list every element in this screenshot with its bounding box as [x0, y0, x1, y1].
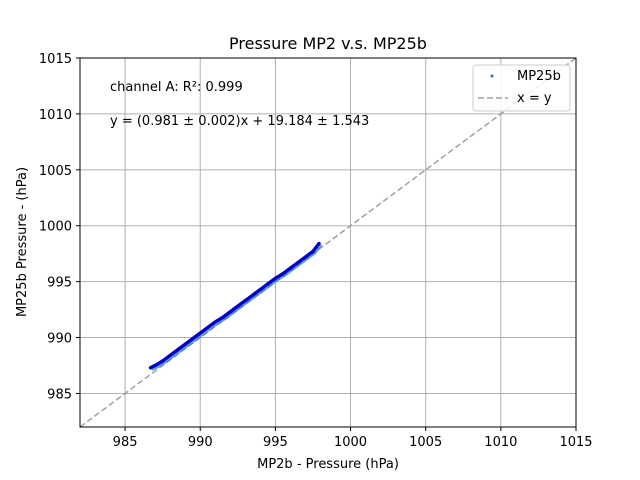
annotation-r2: channel A: R²: 0.999 — [110, 80, 243, 95]
x-tick-label: 1000 — [334, 435, 367, 450]
x-tick-label: 1005 — [409, 435, 442, 450]
scatter-point — [198, 331, 202, 335]
legend-label-mp25b: MP25b — [517, 69, 561, 84]
y-tick-label: 985 — [47, 387, 72, 402]
scatter-point — [317, 242, 321, 246]
y-tick-label: 1005 — [39, 164, 72, 179]
y-tick-label: 1015 — [39, 52, 72, 67]
annotation-fit-equation: y = (0.981 ± 0.002)x + 19.184 ± 1.543 — [110, 114, 369, 129]
scatter-point — [236, 304, 240, 308]
identity-line-group — [79, 57, 577, 428]
x-tick-label: 1010 — [484, 435, 517, 450]
scatter-point — [243, 299, 247, 303]
scatter-band — [148, 241, 321, 370]
legend-box — [472, 64, 571, 112]
y-tick-label: 990 — [47, 332, 72, 347]
scatter-point — [251, 293, 255, 297]
scatter-point — [206, 325, 210, 330]
x-axis-ticks: 985 990 995 1000 1005 1010 1015 — [113, 427, 593, 450]
scatter-point — [191, 337, 195, 341]
scatter-point — [213, 320, 217, 324]
y-axis-label: MP25b Pressure - (hPa) — [15, 167, 30, 317]
x-tick-label: 985 — [113, 435, 138, 450]
scatter-point — [153, 363, 157, 368]
y-axis-ticks: 985 990 995 1000 1005 1010 1015 — [39, 52, 80, 402]
scatter-point — [266, 282, 270, 286]
y-tick-label: 1010 — [39, 108, 72, 123]
scatter-point — [221, 315, 225, 320]
scatter-point — [303, 255, 308, 259]
legend-label-identity: x = y — [517, 91, 552, 106]
scatter-point — [288, 266, 293, 270]
identity-line — [79, 57, 577, 428]
scatter-points — [148, 241, 322, 371]
x-axis-label: MP2b - Pressure (hPa) — [257, 457, 399, 472]
x-tick-label: 1015 — [559, 435, 592, 450]
scatter-point — [149, 366, 153, 370]
legend: MP25b x = y — [472, 64, 571, 112]
scatter-band-lower — [151, 244, 322, 371]
scatter-point — [258, 287, 262, 292]
scatter-point — [281, 272, 285, 276]
scatter-point — [273, 276, 277, 280]
legend-marker-mp25b — [490, 74, 494, 78]
y-tick-label: 995 — [47, 276, 72, 291]
scatter-point — [296, 261, 300, 265]
scatter-point — [176, 348, 180, 352]
chart-title: Pressure MP2 v.s. MP25b — [229, 34, 427, 53]
scatter-point — [183, 342, 187, 346]
scatter-point — [311, 249, 315, 254]
scatter-point — [168, 353, 172, 358]
x-tick-label: 990 — [188, 435, 213, 450]
scatter-point — [161, 359, 165, 363]
scatter-point — [228, 310, 232, 314]
x-tick-label: 995 — [263, 435, 288, 450]
plot-frame — [79, 57, 577, 428]
y-tick-label: 1000 — [39, 220, 72, 235]
